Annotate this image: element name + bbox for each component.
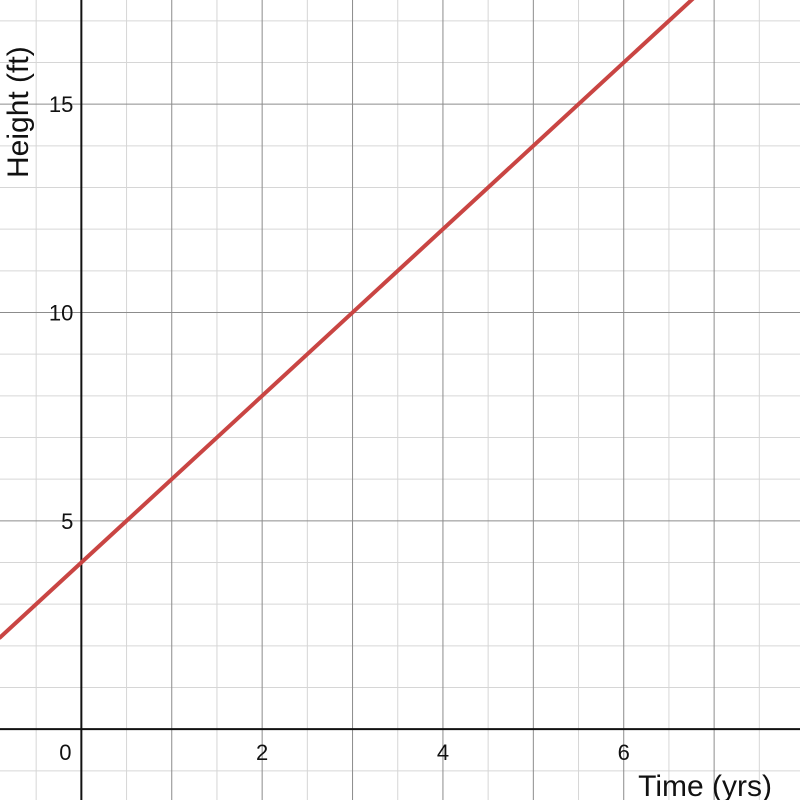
series-layer xyxy=(0,0,695,640)
y-axis-title: Height (ft) xyxy=(2,46,35,178)
y-tick-label: 10 xyxy=(49,301,73,326)
x-axis-title: Time (yrs) xyxy=(638,770,772,800)
x-tick-label: 2 xyxy=(256,740,268,765)
x-tick-label: 4 xyxy=(437,740,449,765)
series-line-0 xyxy=(0,0,695,640)
x-tick-label: 6 xyxy=(618,740,630,765)
tick-labels: 0 2 4 6 5 10 15 xyxy=(49,92,630,765)
y-tick-label: 5 xyxy=(61,509,73,534)
x-tick-label: 0 xyxy=(59,740,71,765)
y-tick-label: 15 xyxy=(49,92,73,117)
